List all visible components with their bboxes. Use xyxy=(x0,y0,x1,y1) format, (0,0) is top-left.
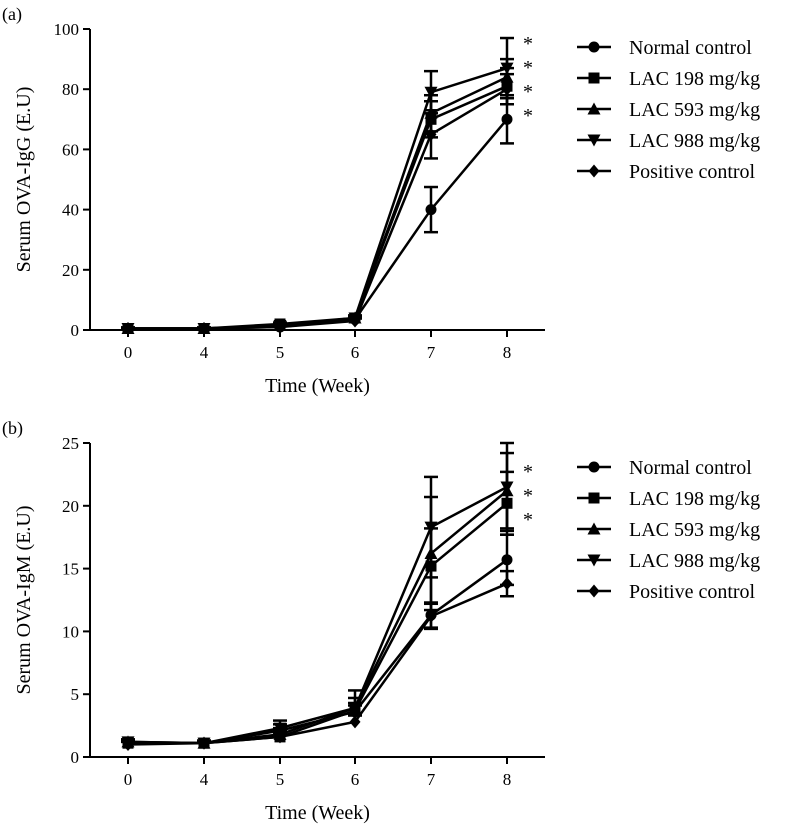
data-point xyxy=(349,314,361,328)
series-line xyxy=(127,489,508,745)
legend-marker xyxy=(588,164,600,178)
y-tick-label: 60 xyxy=(62,140,79,159)
y-tick-label: 0 xyxy=(71,748,80,767)
legend-label: Normal control xyxy=(629,457,752,479)
significance-asterisk: * xyxy=(523,485,533,507)
legend-marker xyxy=(588,72,600,84)
data-point xyxy=(122,321,134,335)
series-line xyxy=(128,118,508,330)
significance-asterisk: * xyxy=(523,509,533,531)
significance-asterisk: * xyxy=(523,105,533,127)
y-axis-label: Serum OVA-IgG (E.U) xyxy=(13,87,35,273)
data-point xyxy=(348,702,362,715)
significance-asterisk: * xyxy=(523,33,533,55)
data-point xyxy=(500,62,514,75)
data-point xyxy=(501,577,513,591)
data-point xyxy=(424,521,438,534)
y-tick-label: 20 xyxy=(62,261,79,280)
y-tick-label: 100 xyxy=(54,20,80,39)
data-point xyxy=(501,113,513,125)
series-line xyxy=(128,558,508,745)
series-line xyxy=(128,76,508,330)
y-tick-label: 20 xyxy=(62,497,79,516)
x-tick-label: 5 xyxy=(276,770,285,789)
y-tick-label: 40 xyxy=(62,201,79,220)
y-tick-label: 0 xyxy=(71,321,80,340)
series-line xyxy=(127,582,508,746)
legend-marker xyxy=(587,522,601,535)
legend-label: Positive control xyxy=(629,581,756,603)
data-point xyxy=(425,609,437,623)
legend-label: LAC 593 mg/kg xyxy=(629,519,760,541)
legend-label: LAC 198 mg/kg xyxy=(629,68,760,90)
y-tick-label: 25 xyxy=(62,434,79,453)
data-point xyxy=(425,204,437,216)
x-tick-label: 0 xyxy=(124,770,133,789)
x-tick-label: 4 xyxy=(200,770,209,789)
significance-asterisk: * xyxy=(523,57,533,79)
significance-asterisk: * xyxy=(523,81,533,103)
data-point xyxy=(198,321,210,335)
series-line xyxy=(128,88,508,330)
data-point xyxy=(273,722,287,735)
panel-label: (b) xyxy=(2,418,23,439)
x-tick-label: 6 xyxy=(351,770,360,789)
data-point xyxy=(349,715,361,729)
x-tick-label: 4 xyxy=(200,343,209,362)
data-point xyxy=(424,86,438,99)
legend-label: LAC 198 mg/kg xyxy=(629,488,760,510)
x-axis-label: Time (Week) xyxy=(265,802,370,824)
legend-label: LAC 988 mg/kg xyxy=(629,550,760,572)
legend-marker xyxy=(587,134,601,147)
data-point xyxy=(122,737,134,751)
data-point xyxy=(501,554,513,566)
legend-marker xyxy=(588,41,600,53)
series-line xyxy=(128,66,508,330)
data-point xyxy=(274,320,286,334)
data-point xyxy=(274,730,286,744)
x-tick-label: 6 xyxy=(351,343,360,362)
x-tick-label: 5 xyxy=(276,343,285,362)
y-tick-label: 10 xyxy=(62,622,79,641)
legend-marker xyxy=(588,461,600,473)
legend-marker xyxy=(587,554,601,567)
legend-label: Normal control xyxy=(629,37,752,59)
data-point xyxy=(501,82,513,96)
y-tick-label: 5 xyxy=(71,685,80,704)
legend-marker xyxy=(588,492,600,504)
data-point xyxy=(198,736,210,750)
x-tick-label: 7 xyxy=(427,770,436,789)
y-axis-label: Serum OVA-IgM (E.U) xyxy=(13,505,35,694)
x-tick-label: 0 xyxy=(124,343,133,362)
data-point xyxy=(425,127,437,141)
x-axis-label: Time (Week) xyxy=(265,375,370,397)
legend-marker xyxy=(588,584,600,598)
legend-label: Positive control xyxy=(629,161,756,183)
legend-label: LAC 593 mg/kg xyxy=(629,99,760,121)
y-tick-label: 15 xyxy=(62,560,79,579)
y-tick-label: 80 xyxy=(62,80,79,99)
series-line xyxy=(127,485,508,745)
panel-label: (a) xyxy=(2,4,22,25)
x-tick-label: 8 xyxy=(503,770,512,789)
significance-asterisk: * xyxy=(523,461,533,483)
x-tick-label: 8 xyxy=(503,343,512,362)
x-tick-label: 7 xyxy=(427,343,436,362)
legend-label: LAC 988 mg/kg xyxy=(629,130,760,152)
data-point xyxy=(500,481,514,494)
legend-marker xyxy=(587,102,601,115)
